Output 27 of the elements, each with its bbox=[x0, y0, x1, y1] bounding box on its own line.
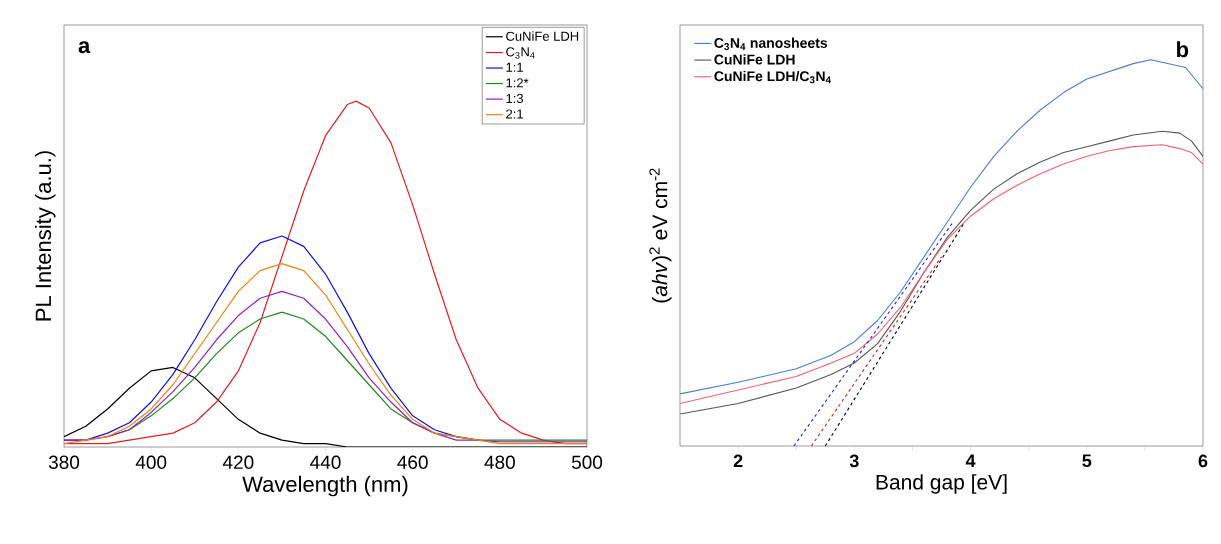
x-tick-label: 380 bbox=[48, 455, 80, 469]
x-tick-label: 440 bbox=[310, 455, 341, 469]
legend-label: CuNiFe LDH/C$_{3}$N$_{4}$ bbox=[714, 70, 831, 84]
x-tick-label: 2 bbox=[733, 454, 743, 468]
text: a bbox=[78, 41, 91, 54]
x-tick-label: 480 bbox=[484, 455, 515, 469]
legend-label: CuNiFe LDH bbox=[506, 31, 579, 41]
legend-label: 1:3 bbox=[506, 93, 524, 104]
legend-label: 1:1 bbox=[506, 62, 523, 72]
x-tick-label: 3 bbox=[849, 454, 859, 468]
legend-label: CuNiFe LDH bbox=[714, 54, 795, 65]
x-tick-label: 4 bbox=[965, 454, 976, 467]
legend-label: 1:2* bbox=[506, 78, 529, 88]
legend-label: C$_{3}$N$_{4}$ bbox=[506, 47, 535, 59]
x-axis-title: Wavelength (nm) bbox=[242, 475, 408, 497]
x-tick-label: 500 bbox=[571, 455, 603, 469]
y-axis-title: PL Intensity (a.u.) bbox=[34, 151, 56, 321]
x-tick-label: 5 bbox=[1082, 454, 1092, 468]
text: b bbox=[1177, 41, 1189, 58]
legend-label: 2:1 bbox=[506, 109, 523, 119]
x-tick-label: 400 bbox=[135, 455, 167, 469]
legend-label: C$_{3}$N$_{4}$ nanosheets bbox=[714, 37, 828, 51]
x-tick-label: 460 bbox=[397, 455, 428, 469]
y-axis-title: (ahv)$^{2}$ eV cm$^{-2}$ bbox=[649, 168, 672, 303]
x-axis-title: Band gap [eV] bbox=[876, 474, 1007, 494]
x-tick-label: 6 bbox=[1198, 454, 1208, 468]
x-tick-label: 420 bbox=[222, 455, 254, 469]
